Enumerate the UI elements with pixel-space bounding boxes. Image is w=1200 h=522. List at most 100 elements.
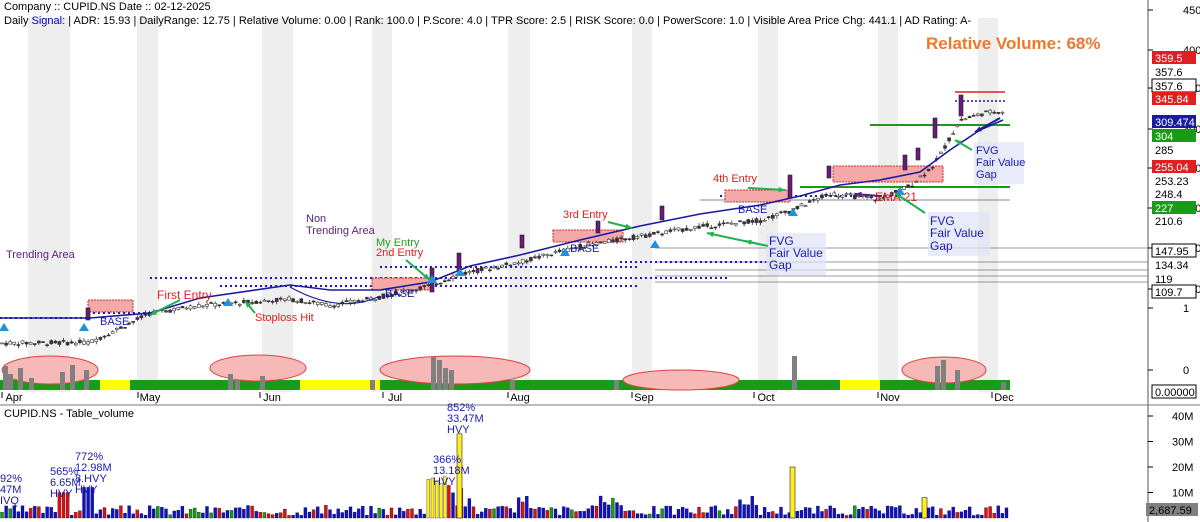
volume-bar <box>840 513 845 519</box>
volume-bar <box>885 505 890 519</box>
volume-annotation: 47M <box>0 484 21 496</box>
candle <box>766 215 771 220</box>
ema-21-line <box>0 119 1004 319</box>
volume-bar <box>947 510 951 519</box>
volume-bar <box>357 508 361 519</box>
volume-bar <box>988 506 992 519</box>
candle <box>41 341 45 343</box>
volume-bar <box>746 504 750 519</box>
annotation-label: Fair Value <box>769 246 823 260</box>
volume-bar <box>291 515 295 519</box>
volume-bar <box>348 506 353 519</box>
volume-bar <box>529 508 533 519</box>
stoploss-curve <box>289 286 381 305</box>
candle <box>192 306 197 310</box>
volume-bar <box>914 508 918 519</box>
breakout-candle <box>826 165 832 179</box>
volume-bar <box>594 506 599 519</box>
volume-bar <box>926 507 931 519</box>
volume-bar <box>20 505 25 519</box>
indicator-bar <box>60 372 65 390</box>
candle <box>164 309 168 313</box>
candle <box>209 301 213 304</box>
candle <box>504 261 509 267</box>
candle <box>820 192 824 200</box>
base-label: BASE <box>570 243 599 255</box>
candle <box>492 264 496 269</box>
svg-text:210.6: 210.6 <box>1155 216 1183 228</box>
x-tick-label: Jul <box>388 392 402 404</box>
volume-bar <box>467 498 472 519</box>
candle <box>12 341 17 347</box>
annotation-label: Trending Area <box>6 249 76 261</box>
volume-bar <box>570 509 574 519</box>
volume-bar <box>824 509 828 519</box>
volume-bar <box>299 515 303 519</box>
candle <box>947 137 951 144</box>
volume-bar <box>586 508 590 519</box>
candle <box>471 267 476 275</box>
candle <box>463 269 468 277</box>
volume-annotation: 13.18M <box>433 465 470 477</box>
volume-bar <box>898 505 902 519</box>
candle <box>266 300 271 303</box>
indicator-bar <box>70 365 75 390</box>
candle <box>119 325 123 329</box>
volume-bar <box>980 514 984 519</box>
candle <box>631 233 636 242</box>
candle <box>53 339 58 344</box>
volume-bar <box>24 511 29 519</box>
candle <box>754 217 759 226</box>
price-label: 345.84 <box>1152 92 1196 106</box>
volume-bar <box>672 514 677 519</box>
candle <box>537 253 541 261</box>
candle <box>734 223 738 227</box>
breakout-candle <box>932 117 938 139</box>
candle <box>447 278 451 282</box>
volume-bar <box>762 507 767 519</box>
svg-text:147.95: 147.95 <box>1155 246 1189 258</box>
volume-bar <box>33 506 37 519</box>
volume-bar <box>45 506 49 519</box>
candle <box>742 221 746 227</box>
candle <box>832 190 837 198</box>
candle <box>410 289 414 294</box>
candle <box>758 217 763 226</box>
candle <box>807 199 812 203</box>
candle <box>816 197 820 204</box>
volume-bar <box>955 512 959 519</box>
shade-band <box>978 18 998 392</box>
volume-bar <box>664 505 668 519</box>
volume-annotation: 92% <box>0 473 22 485</box>
candle <box>127 321 131 326</box>
candle <box>643 232 648 238</box>
volume-bar <box>500 506 504 519</box>
x-tick-label: Aug <box>510 392 530 404</box>
volume-bar <box>102 507 107 519</box>
candle <box>172 307 176 314</box>
candle <box>28 341 33 345</box>
candle <box>971 113 976 117</box>
volume-bar <box>414 514 418 519</box>
candle <box>578 241 582 252</box>
indicator-band <box>0 380 1010 390</box>
candle <box>885 194 890 198</box>
volume-bar <box>184 513 189 519</box>
volume-bar <box>717 510 722 519</box>
breakout-candle <box>787 174 793 199</box>
annotation-label: Fair Value <box>930 226 984 240</box>
volume-bar <box>689 512 693 519</box>
volume-bar <box>393 514 398 519</box>
volume-bar <box>0 511 4 519</box>
volume-bar <box>361 505 365 519</box>
volume-bar <box>369 506 373 519</box>
candle <box>574 246 578 251</box>
candle <box>951 130 956 135</box>
candle <box>520 258 525 266</box>
annotation-label: Gap <box>930 239 953 253</box>
entry-marker <box>223 298 233 306</box>
volume-bar <box>533 508 537 519</box>
volume-bar <box>812 513 816 519</box>
candle <box>902 185 906 191</box>
volume-bar <box>758 514 763 519</box>
